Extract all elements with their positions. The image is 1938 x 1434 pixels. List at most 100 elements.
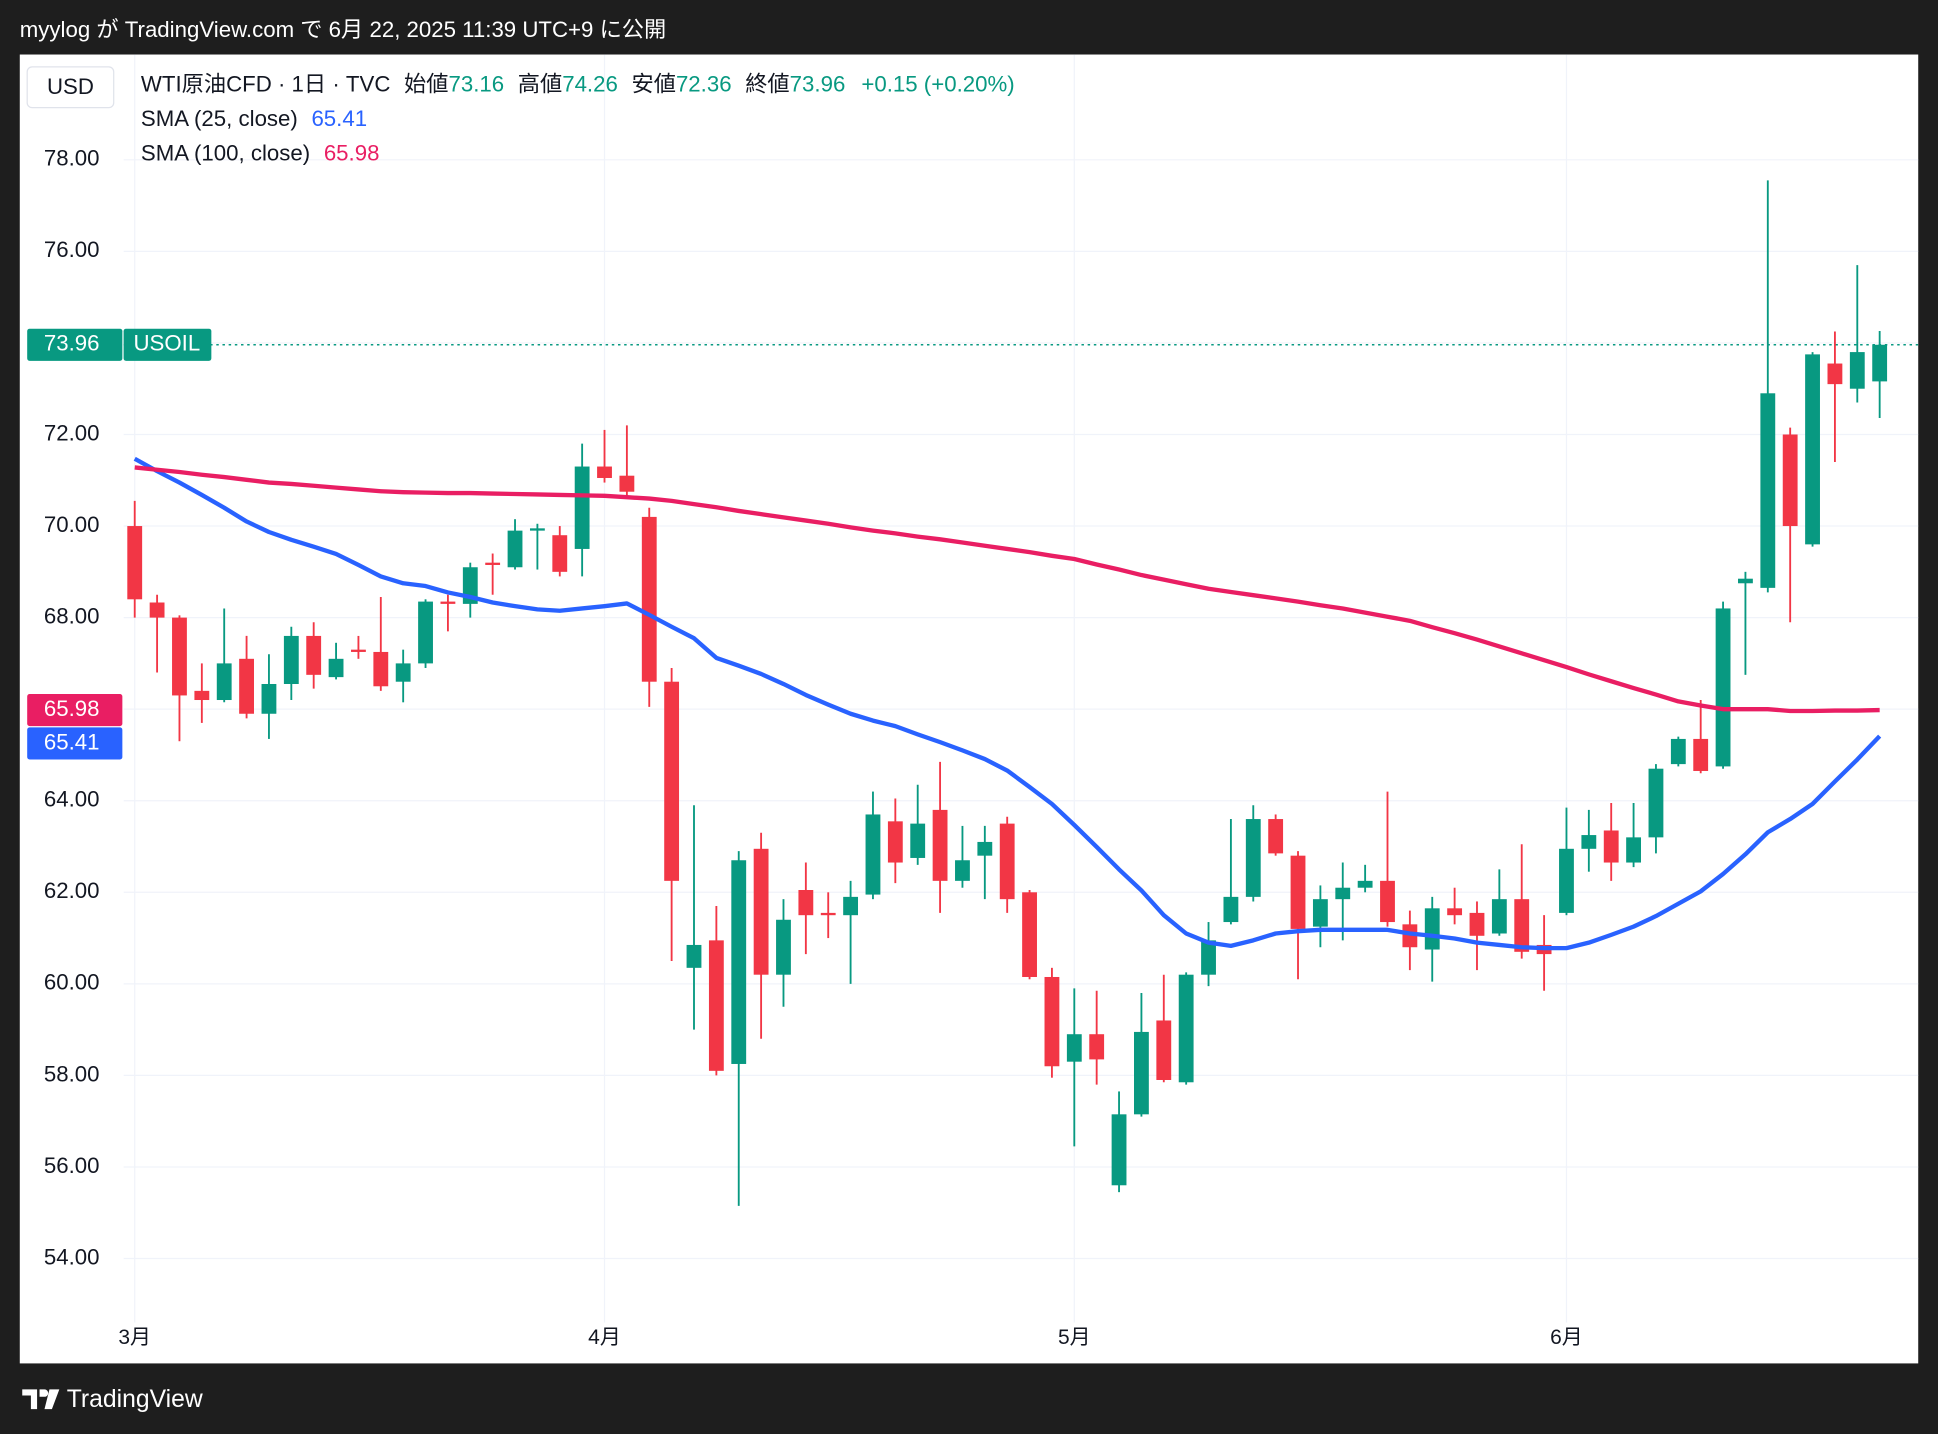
- symbol-label-box: [123, 328, 212, 361]
- low-value: 72.36: [676, 71, 732, 96]
- legend-name: SMA (100, close): [141, 141, 310, 166]
- candle-body: [932, 809, 948, 881]
- x-tick-label: 3月: [118, 1326, 151, 1349]
- candle-body: [1089, 1034, 1105, 1060]
- candle-body: [798, 890, 814, 916]
- candle-body: [1268, 819, 1284, 854]
- candle-body: [955, 860, 970, 881]
- candle-body: [1178, 974, 1194, 1083]
- legend-name: SMA (25, close): [141, 106, 298, 131]
- candle-body: [731, 860, 747, 1064]
- sma-line: [134, 465, 1880, 714]
- series-price-box: [27, 694, 123, 727]
- plot: [127, 180, 1888, 1206]
- candle-body: [1134, 1031, 1149, 1115]
- series-price-label: 65.41: [44, 729, 100, 754]
- candle-body: [261, 683, 277, 714]
- candle-body: [1424, 908, 1440, 950]
- candle-body: [440, 601, 456, 604]
- high-name: 高値: [518, 71, 562, 96]
- candle-body: [216, 663, 232, 701]
- x-tick-label: 4月: [588, 1326, 621, 1349]
- candle-body: [820, 912, 836, 916]
- publish-header: myylog が TradingView.com で 6月 22, 2025 1…: [20, 17, 667, 42]
- candle-body: [351, 649, 366, 652]
- candle-body: [1581, 835, 1597, 849]
- sma-line: [133, 456, 1882, 951]
- instrument-title: WTI原油CFD · 1日 · TVC: [141, 71, 391, 96]
- brand: TradingView: [67, 1386, 203, 1413]
- candle-body: [1402, 924, 1418, 948]
- candle-body: [1111, 1114, 1127, 1186]
- candle-body: [865, 814, 881, 895]
- y-tick-label: 64.00: [44, 787, 100, 812]
- x-tick-label: 5月: [1058, 1326, 1091, 1349]
- candle-body: [1357, 880, 1373, 888]
- candle-body: [1603, 830, 1619, 863]
- candle-body: [1156, 1020, 1172, 1080]
- candle-body: [1760, 393, 1776, 588]
- brand-logo: [22, 1389, 60, 1410]
- candle-body: [306, 635, 322, 675]
- y-tick-label: 60.00: [44, 970, 100, 995]
- candle-body: [887, 821, 903, 863]
- candle-body: [1022, 892, 1037, 977]
- candle-body: [1827, 363, 1843, 385]
- candle-body: [1849, 352, 1865, 389]
- price-label-box: [27, 328, 123, 361]
- candle-body: [1245, 819, 1261, 897]
- currency: USD: [47, 74, 94, 99]
- y-tick-label: 58.00: [44, 1061, 100, 1086]
- high-value: 74.26: [562, 71, 618, 96]
- candle-body: [418, 601, 433, 664]
- candle-body: [1223, 896, 1239, 923]
- change: +0.15 (+0.20%): [861, 71, 1014, 96]
- candle-body: [977, 841, 993, 856]
- candle-body: [1514, 899, 1530, 952]
- series-price-label: 65.98: [44, 696, 100, 721]
- y-tick-label: 78.00: [44, 146, 100, 171]
- candle-body: [485, 562, 501, 565]
- candle-body: [1805, 354, 1820, 545]
- candle-body: [507, 530, 523, 568]
- symbol-label: USOIL: [133, 331, 200, 356]
- candle-body: [1380, 880, 1395, 923]
- candle-body: [1066, 1034, 1082, 1062]
- candle-body: [999, 823, 1015, 900]
- candle-body: [395, 663, 411, 682]
- candle-body: [619, 475, 635, 492]
- legend-value: 65.41: [311, 106, 367, 131]
- candle-body: [1626, 837, 1641, 863]
- candle-body: [708, 940, 724, 1071]
- legend-value: 65.98: [324, 141, 380, 166]
- candle-body: [1201, 940, 1216, 975]
- candle-body: [776, 919, 791, 975]
- candle-body: [1670, 738, 1686, 765]
- candle-body: [373, 651, 389, 687]
- candle-body: [552, 535, 568, 572]
- open-value: 73.16: [448, 71, 504, 96]
- price-label: 73.96: [44, 331, 100, 356]
- candle-body: [239, 658, 254, 714]
- candle-body: [597, 466, 612, 478]
- candle-body: [127, 526, 143, 600]
- currency-box[interactable]: [26, 66, 115, 109]
- candle-body: [686, 944, 702, 968]
- candle-body: [753, 848, 769, 975]
- candle-body: [1335, 887, 1351, 900]
- candle-body: [1290, 855, 1306, 929]
- x-tick-label: 6月: [1550, 1326, 1583, 1349]
- y-tick-label: 70.00: [44, 512, 100, 537]
- low-name: 安値: [631, 71, 675, 96]
- candle-body: [1715, 608, 1731, 767]
- candle-body: [529, 528, 545, 531]
- y-tick-label: 56.00: [44, 1153, 100, 1178]
- candle-body: [1447, 908, 1463, 916]
- y-tick-label: 72.00: [44, 420, 100, 445]
- y-tick-label: 68.00: [44, 603, 100, 628]
- candle-body: [1872, 344, 1888, 382]
- candle-body: [194, 690, 210, 701]
- candle-body: [1782, 434, 1798, 527]
